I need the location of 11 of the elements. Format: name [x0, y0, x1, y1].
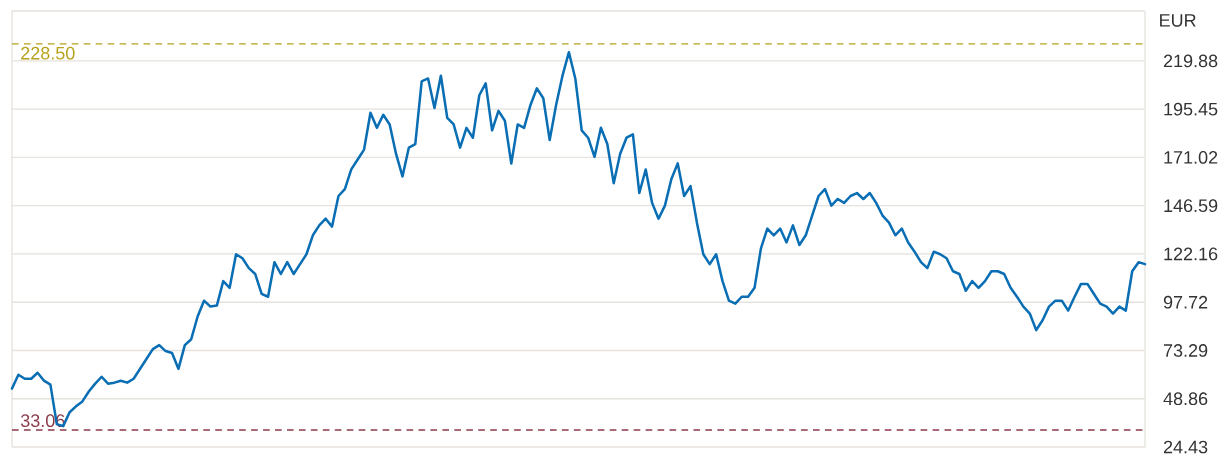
- y-tick-label: 73.29: [1163, 344, 1208, 357]
- y-tick-label: 171.02: [1164, 151, 1218, 164]
- ref-line-label: 228.50: [21, 46, 75, 60]
- y-tick-label: 146.59: [1164, 199, 1218, 213]
- y-tick-label: 48.86: [1163, 392, 1208, 406]
- y-tick-label: 97.72: [1163, 295, 1208, 309]
- y-tick-label: 195.45: [1164, 102, 1218, 116]
- y-tick-label: 122.16: [1164, 247, 1218, 261]
- y-tick-label: 24.43: [1163, 440, 1208, 454]
- y-tick-label: 219.88: [1163, 54, 1218, 68]
- y-axis-title: EUR: [1160, 14, 1196, 27]
